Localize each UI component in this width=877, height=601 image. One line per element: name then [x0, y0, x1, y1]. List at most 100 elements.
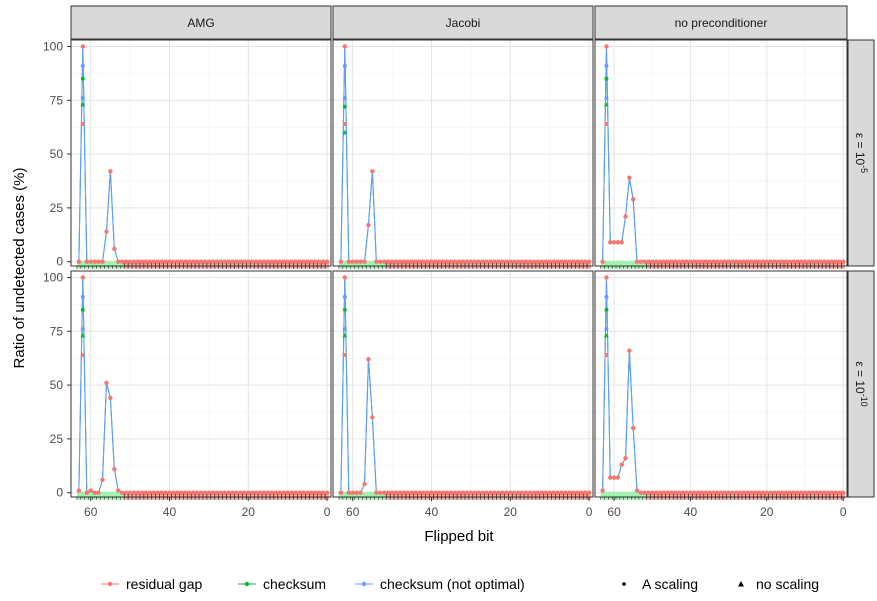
point-residual-gap	[250, 490, 255, 495]
point-residual-gap	[730, 490, 735, 495]
column-strips: AMG Jacobi no preconditioner	[70, 5, 848, 40]
point-checksum-not-optimal	[342, 327, 347, 332]
legend-residual-gap: residual gap	[101, 576, 202, 592]
point-residual-gap	[417, 490, 422, 495]
point-checksum-no-scaling	[80, 102, 86, 107]
point-residual-gap	[711, 490, 716, 495]
point-residual-gap	[512, 490, 517, 495]
point-residual-gap	[806, 259, 812, 264]
point-checksum-not-optimal	[604, 96, 609, 101]
point-residual-gap	[543, 259, 548, 264]
detected-bar-green	[76, 491, 125, 500]
y-tick-label: 75	[50, 93, 64, 107]
x-tick-label: 20	[760, 505, 774, 519]
point-residual-gap	[531, 259, 537, 264]
point-residual-gap	[151, 490, 156, 495]
x-tick-label: 40	[684, 505, 698, 519]
x-tick-label: 60	[607, 505, 621, 519]
point-residual-gap	[84, 259, 89, 264]
point-residual-gap	[500, 259, 505, 264]
point-residual-gap	[829, 490, 834, 495]
point-residual-gap	[504, 259, 509, 264]
point-residual-gap	[198, 490, 204, 495]
point-residual-gap	[840, 490, 846, 495]
point-residual-gap	[202, 259, 208, 264]
point-residual-gap	[619, 240, 624, 245]
point-residual-gap	[342, 275, 348, 280]
point-residual-gap	[695, 259, 701, 264]
point-residual-gap	[289, 259, 294, 264]
point-residual-gap	[814, 259, 819, 264]
point-residual-gap	[634, 259, 640, 264]
point-residual-gap	[183, 490, 188, 495]
point-residual-gap	[661, 259, 666, 264]
point-residual-gap	[139, 259, 145, 264]
point-residual-gap	[695, 490, 701, 495]
point-residual-gap	[492, 490, 497, 495]
point-residual-gap	[608, 475, 613, 480]
y-tick-label: 25	[50, 201, 64, 215]
point-residual-gap	[578, 490, 584, 495]
panel-5	[332, 270, 594, 501]
point-residual-gap	[96, 490, 101, 495]
point-residual-gap	[370, 169, 375, 174]
point-residual-gap	[92, 259, 97, 264]
point-checksum-not-optimal	[80, 327, 85, 332]
point-residual-gap	[535, 259, 541, 264]
point-residual-gap	[382, 490, 387, 495]
legend-no-scaling: no scaling	[738, 576, 819, 592]
panel-bg	[595, 271, 847, 497]
point-residual-gap	[734, 490, 739, 495]
point-residual-gap	[772, 259, 777, 264]
point-residual-gap	[206, 259, 212, 264]
point-residual-gap	[500, 490, 505, 495]
point-residual-gap	[155, 259, 160, 264]
point-residual-gap	[551, 259, 556, 264]
point-residual-gap	[210, 259, 216, 264]
point-residual-gap	[350, 490, 355, 495]
point-residual-gap	[764, 490, 770, 495]
point-residual-gap	[167, 490, 172, 495]
panel-border	[332, 270, 594, 498]
point-residual-gap	[488, 490, 493, 495]
point-residual-gap	[293, 490, 298, 495]
point-residual-gap	[429, 490, 434, 495]
point-residual-gap	[175, 490, 180, 495]
point-checksum	[342, 307, 347, 312]
point-residual-gap	[350, 259, 355, 264]
point-residual-gap	[358, 259, 363, 264]
point-residual-gap	[80, 352, 85, 357]
point-residual-gap	[445, 490, 450, 495]
point-residual-gap	[186, 259, 192, 264]
point-residual-gap	[680, 259, 686, 264]
point-residual-gap	[567, 490, 572, 495]
strip-eps-1e-10: ε = 10-10	[853, 361, 869, 406]
point-residual-gap	[452, 490, 458, 495]
point-checksum-not-optimal	[604, 327, 609, 332]
point-residual-gap	[669, 259, 674, 264]
point-residual-gap	[301, 259, 306, 264]
point-residual-gap	[468, 490, 474, 495]
x-tick-label: 40	[425, 505, 439, 519]
point-residual-gap	[305, 259, 310, 264]
point-residual-gap	[791, 490, 796, 495]
point-checksum-no-scaling	[342, 333, 348, 338]
point-residual-gap	[324, 490, 330, 495]
point-residual-gap	[665, 490, 670, 495]
panels	[67, 39, 848, 501]
y-tick-label: 0	[56, 486, 63, 500]
point-residual-gap	[665, 259, 670, 264]
point-residual-gap	[711, 259, 716, 264]
y-tick-label: 25	[50, 432, 64, 446]
point-residual-gap	[464, 490, 470, 495]
point-residual-gap	[818, 490, 823, 495]
point-checksum	[604, 76, 609, 81]
point-residual-gap	[460, 259, 466, 264]
point-checksum-not-optimal	[604, 294, 609, 299]
point-residual-gap	[745, 490, 750, 495]
point-residual-gap	[535, 490, 541, 495]
panel-bg	[595, 40, 847, 266]
point-residual-gap	[795, 490, 800, 495]
point-residual-gap	[194, 259, 200, 264]
point-residual-gap	[253, 490, 259, 495]
